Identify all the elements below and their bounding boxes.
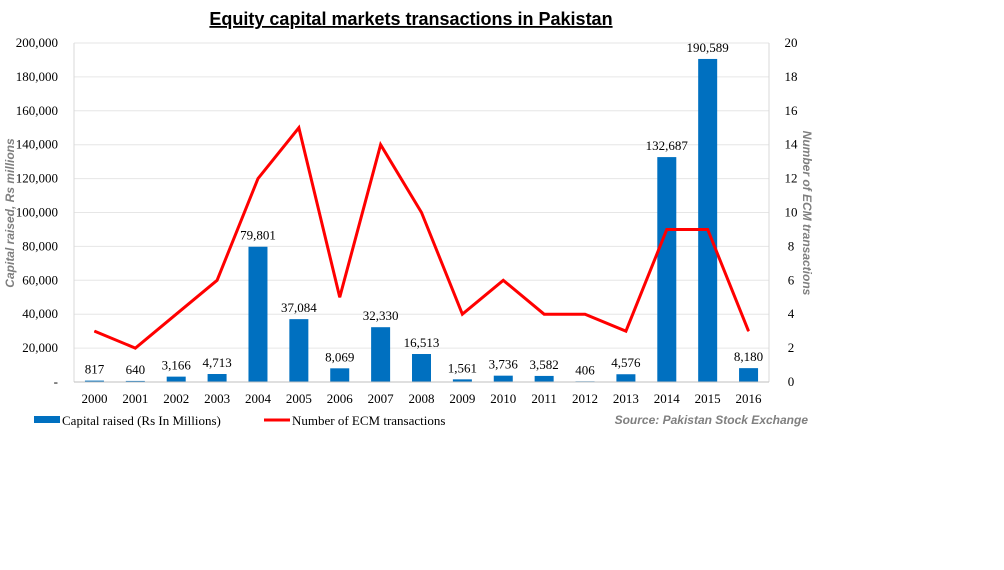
- y2-tick-label: 16: [785, 103, 799, 118]
- bar-data-label: 1,561: [448, 360, 477, 375]
- x-tick-label: 2011: [531, 391, 557, 406]
- x-tick-label: 2012: [572, 391, 598, 406]
- bar-data-label: 3,736: [489, 357, 519, 372]
- bar-2015: [698, 58, 718, 382]
- y-tick-label: 200,000: [16, 35, 58, 50]
- x-tick-label: 2016: [736, 391, 763, 406]
- bar-data-label: 817: [85, 362, 105, 377]
- line-point-2009: [461, 313, 463, 315]
- line-point-2014: [666, 228, 668, 230]
- y2-tick-label: 2: [788, 340, 795, 355]
- y2-tick-label: 4: [788, 306, 795, 321]
- bar-2011: [534, 375, 554, 382]
- line-point-2005: [298, 127, 300, 129]
- line-point-2008: [421, 212, 422, 213]
- bar-data-label: 32,330: [363, 308, 399, 323]
- bar-2008: [412, 354, 431, 382]
- bar-data-label: 37,084: [281, 300, 317, 315]
- bar-data-label: 4,576: [611, 355, 641, 370]
- bar-2003: [207, 374, 227, 382]
- bar-data-label: 3,582: [530, 357, 559, 372]
- x-tick-label: 2004: [245, 391, 272, 406]
- bar-data-label: 4,713: [202, 355, 231, 370]
- x-tick-label: 2015: [695, 391, 721, 406]
- line-point-2012: [584, 313, 586, 315]
- y-tick-label: 60,000: [22, 272, 58, 287]
- x-tick-label: 2002: [163, 391, 189, 406]
- line-point-2013: [625, 330, 627, 332]
- y-tick-label: 160,000: [16, 103, 58, 118]
- y2-tick-label: 0: [788, 374, 795, 389]
- bar-data-label: 190,589: [687, 40, 729, 55]
- y-tick-label: 100,000: [16, 205, 58, 220]
- bar-2007: [371, 327, 391, 382]
- x-tick-label: 2008: [409, 391, 435, 406]
- line-point-2002: [175, 313, 177, 315]
- bar-data-label: 16,513: [404, 335, 440, 350]
- x-tick-label: 2005: [286, 391, 312, 406]
- x-tick-label: 2006: [327, 391, 354, 406]
- bar-2005: [289, 319, 309, 382]
- bar-2014: [657, 157, 677, 382]
- line-point-2003: [216, 279, 218, 281]
- bar-2004: [248, 246, 268, 382]
- source-note: Source: Pakistan Stock Exchange: [615, 413, 809, 427]
- x-tick-label: 2009: [449, 391, 475, 406]
- y-tick-label: 40,000: [22, 306, 58, 321]
- y2-tick-label: 18: [785, 69, 798, 84]
- bar-2001: [125, 380, 145, 382]
- bar-2009: [452, 379, 472, 382]
- x-tick-label: 2014: [654, 391, 681, 406]
- y-axis-label: Capital raised, Rs millions: [3, 138, 17, 288]
- bar-data-label: 8,069: [325, 349, 354, 364]
- y2-tick-label: 20: [785, 35, 798, 50]
- line-point-2007: [380, 144, 382, 146]
- y2-tick-label: 6: [788, 272, 795, 287]
- bar-data-label: 8,180: [734, 349, 763, 364]
- bar-2002: [166, 376, 186, 382]
- bar-data-label: 3,166: [162, 358, 192, 373]
- y-tick-label: 180,000: [16, 69, 58, 84]
- y-tick-label: 20,000: [22, 340, 58, 355]
- y2-tick-label: 14: [785, 137, 799, 152]
- y-tick-label: -: [54, 374, 58, 389]
- bar-2010: [493, 375, 513, 382]
- y2-tick-label: 10: [785, 205, 798, 220]
- y2-axis-label: Number of ECM transactions: [800, 131, 814, 296]
- bar-data-label: 640: [126, 362, 146, 377]
- line-point-2000: [93, 330, 95, 332]
- legend-bar-label: Capital raised (Rs In Millions): [62, 413, 221, 428]
- bar-2000: [84, 380, 104, 382]
- bar-2016: [739, 368, 759, 382]
- x-tick-label: 2013: [613, 391, 639, 406]
- bar-data-label: 132,687: [646, 138, 689, 153]
- line-point-2001: [134, 347, 136, 349]
- bar-2006: [330, 368, 350, 382]
- line-point-2011: [543, 313, 545, 315]
- y2-tick-label: 8: [788, 238, 795, 253]
- chart-title: Equity capital markets transactions in P…: [209, 9, 612, 29]
- y2-tick-label: 12: [785, 171, 798, 186]
- y-tick-label: 140,000: [16, 137, 58, 152]
- x-tick-label: 2010: [490, 391, 516, 406]
- line-point-2010: [502, 279, 504, 281]
- x-tick-label: 2001: [122, 391, 148, 406]
- x-tick-label: 2003: [204, 391, 230, 406]
- x-tick-label: 2000: [81, 391, 107, 406]
- bar-2013: [616, 374, 636, 382]
- bar-data-label: 79,801: [240, 228, 276, 243]
- x-tick-label: 2007: [368, 391, 395, 406]
- legend-bar-swatch: [34, 416, 60, 423]
- line-point-2004: [257, 178, 259, 180]
- y-tick-label: 80,000: [22, 238, 58, 253]
- line-point-2016: [748, 330, 750, 332]
- ecm-transactions-line: [93, 124, 750, 350]
- bar-data-label: 406: [575, 362, 595, 377]
- y-tick-label: 120,000: [16, 171, 58, 186]
- line-point-2006: [339, 296, 341, 298]
- line-point-2015: [707, 228, 709, 230]
- legend-line-label: Number of ECM transactions: [292, 413, 445, 428]
